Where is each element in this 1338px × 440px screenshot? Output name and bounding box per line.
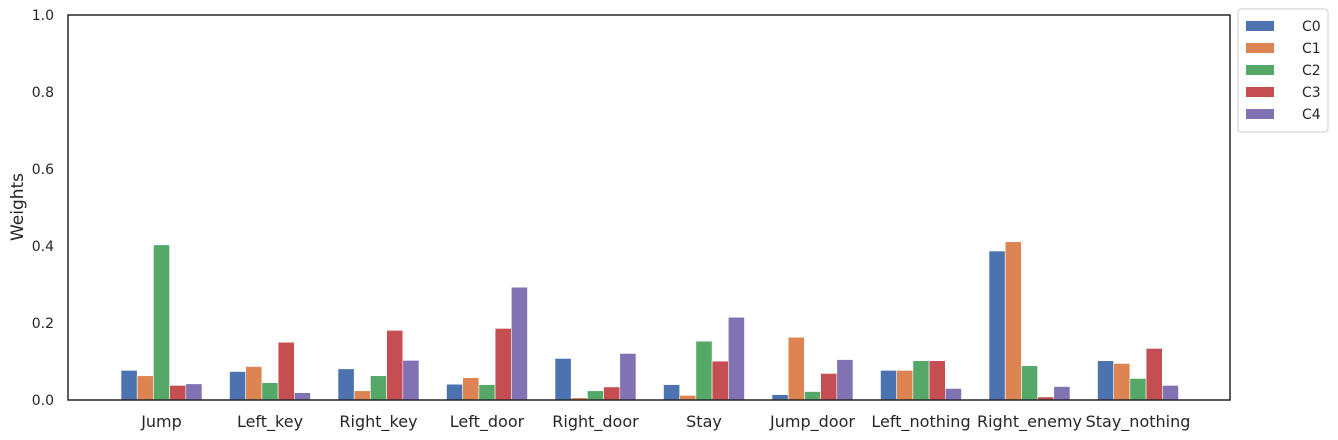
bar-c1-right-enemy	[1004, 241, 1022, 401]
bar-c3-left-door	[494, 328, 512, 401]
bar-c4-left-key	[293, 392, 311, 401]
y-tick-label: 0.8	[32, 85, 54, 101]
y-tick-label: 1.0	[32, 8, 54, 24]
bar-c1-left-nothing	[896, 370, 914, 401]
legend-swatch-c3	[1246, 87, 1274, 97]
bar-c1-left-door	[462, 377, 480, 401]
bar-c2-left-key	[261, 382, 279, 401]
bar-c3-left-key	[277, 341, 295, 401]
bar-c2-left-door	[478, 384, 496, 401]
bar-c2-jump	[153, 244, 170, 401]
bar-c4-stay	[727, 316, 745, 401]
x-tick-label: Right_key	[339, 412, 417, 432]
bar-c2-right-enemy	[1021, 365, 1038, 401]
x-tick-label: Right_door	[552, 412, 639, 432]
bar-c0-stay-nothing	[1097, 360, 1115, 401]
x-tick-label: Right_enemy	[977, 412, 1082, 432]
bar-c4-right-enemy	[1053, 386, 1071, 401]
x-tick-label: Left_key	[237, 412, 303, 432]
bar-c1-jump	[136, 375, 154, 401]
bar-c2-right-key	[370, 375, 387, 401]
y-axis-label: Weights	[8, 173, 28, 241]
legend-swatch-c2	[1246, 65, 1274, 75]
legend-swatch-c1	[1246, 43, 1274, 53]
legend-label-c0: C0	[1302, 19, 1321, 35]
bar-c4-stay-nothing	[1162, 385, 1179, 401]
y-axis-ticks: 0.0 0.2 0.4 0.6 0.8 1.0	[32, 8, 54, 409]
y-tick-label: 0.6	[32, 162, 54, 178]
bar-c0-jump	[120, 370, 138, 401]
legend-label-c2: C2	[1302, 63, 1321, 79]
y-tick-label: 0.0	[32, 393, 54, 409]
bar-c2-right-door	[587, 390, 604, 401]
bar-c1-right-key	[353, 390, 371, 401]
bars-group	[120, 241, 1179, 401]
y-tick-label: 0.2	[32, 316, 54, 332]
bar-c2-stay	[695, 340, 713, 401]
legend-label-c4: C4	[1302, 107, 1321, 123]
legend-swatch-c0	[1246, 21, 1274, 31]
bar-c3-jump-door	[820, 373, 838, 401]
x-axis-categories: Jump Left_key Right_key Left_door Right_door…	[140, 412, 1190, 432]
bar-c0-left-nothing	[880, 370, 898, 401]
legend-label-c3: C3	[1302, 85, 1321, 101]
bar-c3-right-door	[603, 386, 621, 401]
x-tick-label: Jump_door	[769, 412, 855, 432]
bar-c4-jump	[185, 383, 203, 401]
x-tick-label: Left_door	[450, 412, 525, 432]
bar-c4-jump-door	[836, 359, 854, 401]
bar-c2-stay-nothing	[1129, 378, 1147, 401]
x-tick-label: Left_nothing	[871, 412, 970, 432]
bar-c0-left-key	[229, 371, 247, 401]
bar-c3-right-key	[386, 330, 404, 401]
bar-c4-right-key	[402, 360, 420, 401]
y-tick-label: 0.4	[32, 239, 54, 255]
bar-c1-left-key	[245, 366, 263, 401]
bar-c4-left-nothing	[944, 388, 962, 401]
bar-c0-jump-door	[771, 394, 789, 401]
legend-label-c1: C1	[1302, 41, 1321, 57]
x-tick-label: Jump	[140, 412, 182, 431]
plot-frame	[67, 14, 1231, 401]
bar-c0-stay	[663, 384, 681, 401]
bar-c3-stay	[711, 360, 729, 401]
bar-c3-stay-nothing	[1145, 348, 1163, 401]
bar-c2-jump-door	[804, 391, 821, 401]
legend: C0 C1 C2 C3 C4	[1237, 8, 1329, 133]
bar-c1-jump-door	[787, 336, 805, 401]
bar-c4-left-door	[510, 286, 528, 401]
bar-c0-right-enemy	[988, 250, 1006, 401]
x-tick-label: Stay	[686, 412, 722, 431]
legend-box	[1237, 8, 1329, 133]
bar-c0-left-door	[446, 383, 464, 401]
x-tick-label: Stay_nothing	[1086, 412, 1191, 432]
bar-c3-jump	[169, 385, 187, 401]
bar-c3-left-nothing	[928, 360, 946, 401]
bar-c1-stay-nothing	[1113, 363, 1131, 401]
legend-swatch-c4	[1246, 109, 1274, 119]
bar-c0-right-key	[337, 368, 355, 401]
bar-c2-left-nothing	[912, 360, 930, 401]
bar-c4-right-door	[619, 353, 637, 401]
bar-c0-right-door	[554, 358, 572, 401]
